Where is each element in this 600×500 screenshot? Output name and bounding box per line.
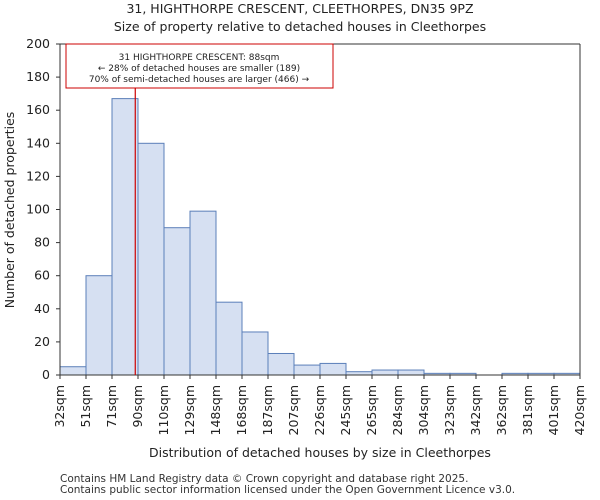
bar [319,362,347,376]
x-tick-label: 51sqm [78,385,93,428]
bar [293,364,321,376]
y-tick-label: 60 [34,268,50,283]
annotation-line1: 31 HIGHTHORPE CRESCENT: 88sqm [119,53,280,63]
y-tick-label: 40 [34,301,50,316]
x-tick-label: 110sqm [156,385,171,435]
y-tick-label: 200 [26,36,50,51]
annotation-box: 31 HIGHTHORPE CRESCENT: 88sqm ← 28% of d… [65,43,334,89]
y-tick-label: 160 [26,102,50,117]
x-tick-label: 342sqm [468,385,483,435]
bar [137,142,165,376]
x-tick-label: 148sqm [208,385,223,435]
x-tick-label: 323sqm [442,385,457,435]
bar [59,366,87,376]
y-tick-label: 100 [26,202,50,217]
y-tick-label: 80 [34,235,50,250]
x-tick-label: 32sqm [52,385,67,428]
x-tick-label: 265sqm [364,385,379,435]
annotation-line2: ← 28% of detached houses are smaller (18… [98,64,300,74]
x-tick-label: 245sqm [338,385,353,435]
x-tick-label: 207sqm [286,385,301,435]
x-tick-label: 304sqm [416,385,431,435]
x-tick-label: 420sqm [572,385,587,435]
bar [189,210,217,376]
y-tick-label: 120 [26,168,50,183]
x-tick-label: 187sqm [260,385,275,435]
chart-title-line1: 31, HIGHTHORPE CRESCENT, CLEETHORPES, DN… [126,1,473,16]
x-tick-label: 381sqm [520,385,535,435]
chart-title-line2: Size of property relative to detached ho… [114,19,486,34]
x-tick-label: 71sqm [104,385,119,428]
bar [111,98,139,376]
annotation-frame [65,43,334,89]
y-tick-label: 20 [34,334,50,349]
annotation-line3: 70% of semi-detached houses are larger (… [89,75,310,85]
y-axis-label: Number of detached properties [2,112,17,309]
y-tick-label: 140 [26,135,50,150]
y-tick-label: 180 [26,69,50,84]
footer-line2: Contains public sector information licen… [60,484,516,496]
x-tick-label: 90sqm [130,385,145,428]
bar [267,352,295,376]
axes: 0 20 40 60 80 100 120 140 160 180 200 32sqm 51sqm 71s… [26,36,587,435]
bars [59,98,581,376]
bar [371,369,399,376]
x-tick-label: 401sqm [546,385,561,435]
bar [397,369,425,376]
bar [85,275,113,376]
x-tick-label: 226sqm [312,385,327,435]
x-tick-label: 362sqm [494,385,509,435]
y-tick-label: 0 [42,367,50,382]
footer-line1: Contains HM Land Registry data © Crown c… [60,473,469,485]
x-tick-label: 284sqm [390,385,405,435]
bar [241,331,269,376]
x-tick-label: 168sqm [234,385,249,435]
bar [163,227,191,376]
x-tick-label: 129sqm [182,385,197,435]
x-axis-label: Distribution of detached houses by size … [149,445,491,460]
bar [215,301,243,376]
